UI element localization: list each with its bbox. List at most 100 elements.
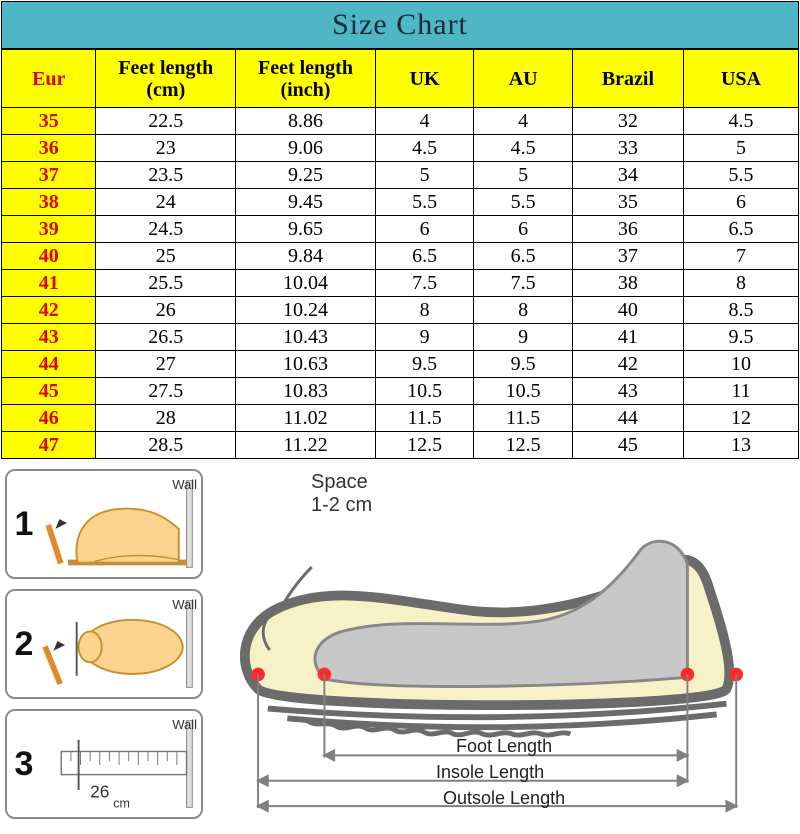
table-row: 4326.510.4399419.5: [2, 324, 799, 351]
cell-au: 6.5: [474, 243, 573, 270]
cell-eur: 45: [2, 378, 96, 405]
cell-br: 36: [572, 216, 683, 243]
cell-au: 5: [474, 162, 573, 189]
cell-au: 7.5: [474, 270, 573, 297]
cell-cm: 23: [96, 135, 236, 162]
cell-in: 10.43: [236, 324, 376, 351]
cell-us: 6.5: [683, 216, 798, 243]
table-header-row: Eur Feet length (cm) Feet length (inch) …: [2, 50, 799, 108]
table-row: 36239.064.54.5335: [2, 135, 799, 162]
cell-br: 45: [572, 432, 683, 459]
ruler-value: 26: [90, 782, 109, 802]
cell-eur: 41: [2, 270, 96, 297]
cell-au: 8: [474, 297, 573, 324]
cell-cm: 24.5: [96, 216, 236, 243]
table-row: 40259.846.56.5377: [2, 243, 799, 270]
cell-in: 11.02: [236, 405, 376, 432]
cell-cm: 26.5: [96, 324, 236, 351]
cell-uk: 5: [375, 162, 474, 189]
cell-uk: 11.5: [375, 405, 474, 432]
cell-us: 12: [683, 405, 798, 432]
cell-uk: 4: [375, 108, 474, 135]
cell-in: 10.24: [236, 297, 376, 324]
cell-us: 8.5: [683, 297, 798, 324]
col-header-eur: Eur: [2, 50, 96, 108]
cell-au: 10.5: [474, 378, 573, 405]
cell-in: 10.63: [236, 351, 376, 378]
cell-cm: 25: [96, 243, 236, 270]
cell-cm: 28.5: [96, 432, 236, 459]
cell-au: 5.5: [474, 189, 573, 216]
cell-eur: 39: [2, 216, 96, 243]
cell-eur: 47: [2, 432, 96, 459]
step-1-illustration: Wall: [41, 471, 201, 577]
col-header-au: AU: [474, 50, 573, 108]
cell-cm: 27.5: [96, 378, 236, 405]
cell-uk: 10.5: [375, 378, 474, 405]
cell-br: 37: [572, 243, 683, 270]
cell-eur: 44: [2, 351, 96, 378]
cell-in: 10.04: [236, 270, 376, 297]
wall-label: Wall: [172, 477, 197, 492]
col-header-uk: UK: [375, 50, 474, 108]
table-row: 4728.511.2212.512.54513: [2, 432, 799, 459]
cell-au: 11.5: [474, 405, 573, 432]
cell-us: 8: [683, 270, 798, 297]
cell-br: 34: [572, 162, 683, 189]
cell-us: 13: [683, 432, 798, 459]
step-3-number: 3: [7, 711, 41, 817]
step-3-illustration: Wall 26 cm: [41, 711, 201, 817]
shoe-diagram: Space1-2 cm: [211, 465, 799, 829]
cell-cm: 27: [96, 351, 236, 378]
cell-eur: 42: [2, 297, 96, 324]
cell-eur: 37: [2, 162, 96, 189]
cell-cm: 28: [96, 405, 236, 432]
col-header-cm: Feet length (cm): [96, 50, 236, 108]
cell-uk: 5.5: [375, 189, 474, 216]
wall-label: Wall: [172, 597, 197, 612]
cell-au: 9: [474, 324, 573, 351]
step-2-number: 2: [7, 591, 41, 697]
cell-uk: 7.5: [375, 270, 474, 297]
cell-uk: 9: [375, 324, 474, 351]
cell-uk: 6.5: [375, 243, 474, 270]
cell-br: 33: [572, 135, 683, 162]
cell-br: 44: [572, 405, 683, 432]
cell-uk: 9.5: [375, 351, 474, 378]
space-label: Space1-2 cm: [311, 471, 372, 517]
cell-in: 9.25: [236, 162, 376, 189]
cell-eur: 35: [2, 108, 96, 135]
cell-in: 8.86: [236, 108, 376, 135]
cell-eur: 43: [2, 324, 96, 351]
cell-us: 10: [683, 351, 798, 378]
outsole-length-label: Outsole Length: [443, 788, 565, 809]
table-row: 3522.58.8644324.5: [2, 108, 799, 135]
cell-us: 11: [683, 378, 798, 405]
wall-label: Wall: [172, 717, 197, 732]
step-1: 1 Wall: [5, 469, 203, 579]
cell-us: 5: [683, 135, 798, 162]
cell-in: 10.83: [236, 378, 376, 405]
table-row: 38249.455.55.5356: [2, 189, 799, 216]
foot-length-label: Foot Length: [456, 736, 552, 757]
col-header-brazil: Brazil: [572, 50, 683, 108]
cell-cm: 26: [96, 297, 236, 324]
cell-in: 9.65: [236, 216, 376, 243]
cell-eur: 40: [2, 243, 96, 270]
cell-cm: 24: [96, 189, 236, 216]
cell-cm: 25.5: [96, 270, 236, 297]
cell-br: 43: [572, 378, 683, 405]
size-chart-table: Eur Feet length (cm) Feet length (inch) …: [1, 49, 799, 459]
cell-uk: 6: [375, 216, 474, 243]
cell-in: 9.45: [236, 189, 376, 216]
cell-in: 9.84: [236, 243, 376, 270]
measure-steps: 1 Wall 2 Wall: [1, 465, 211, 829]
cell-us: 5.5: [683, 162, 798, 189]
table-row: 4527.510.8310.510.54311: [2, 378, 799, 405]
cell-br: 35: [572, 189, 683, 216]
step-2-illustration: Wall: [41, 591, 201, 697]
table-row: 462811.0211.511.54412: [2, 405, 799, 432]
cell-cm: 23.5: [96, 162, 236, 189]
cell-in: 9.06: [236, 135, 376, 162]
cell-eur: 36: [2, 135, 96, 162]
